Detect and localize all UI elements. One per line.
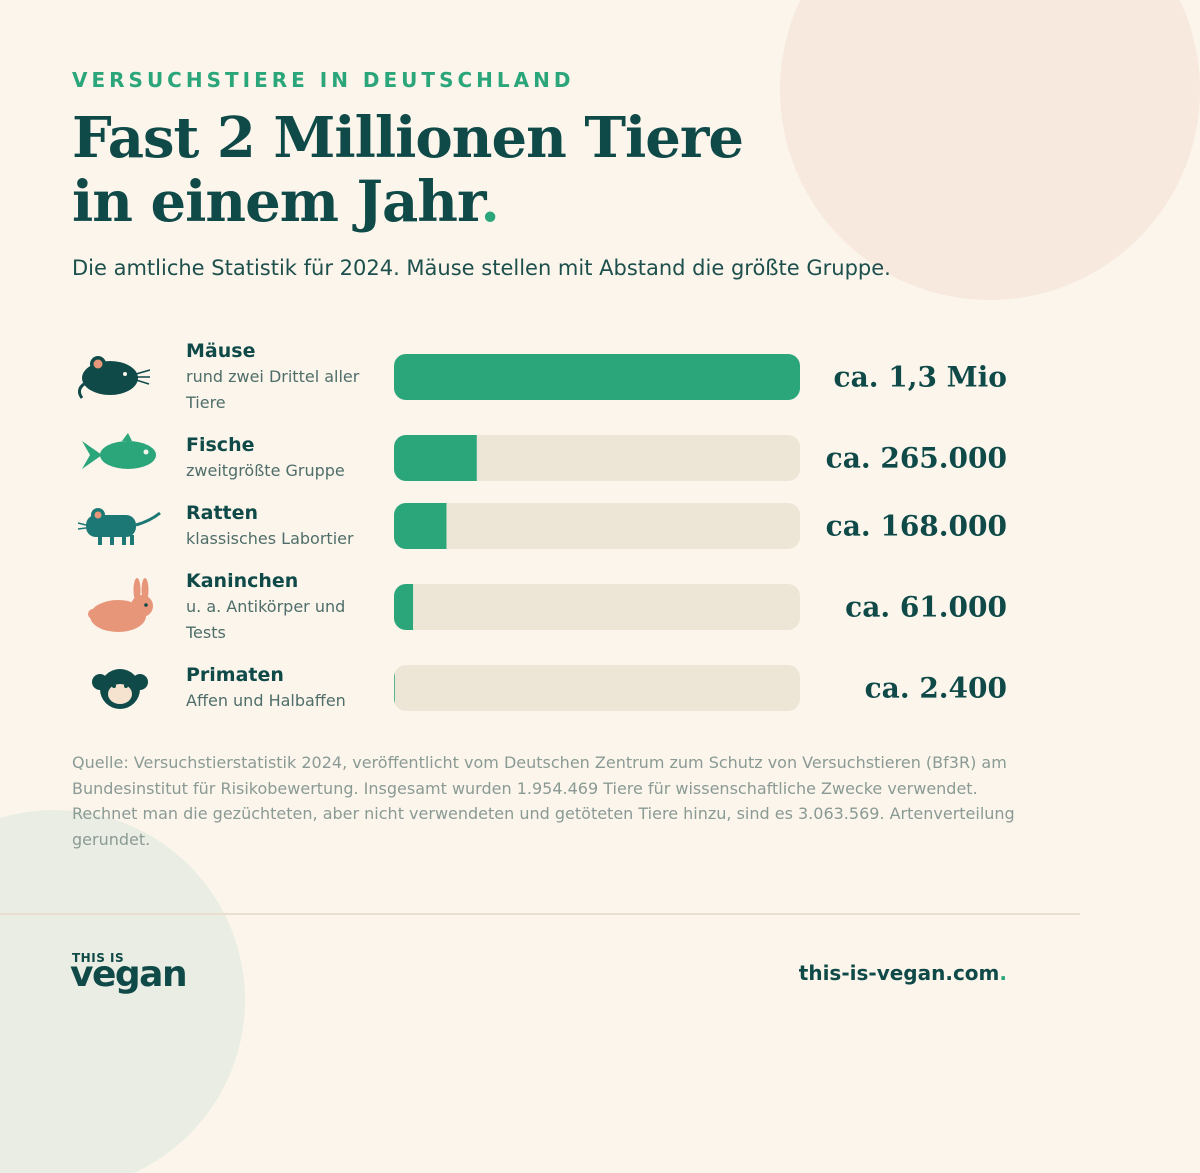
bar-chart: Mäuse rund zwei Drittel aller Tiere ca. 1,… xyxy=(0,338,1200,714)
kicker: VERSUCHSTIERE IN DEUTSCHLAND xyxy=(72,68,575,92)
bar-svg xyxy=(394,503,800,549)
title-line: Fast 2 Millionen Tiere xyxy=(72,105,744,171)
category-description: u. a. Antikörper und Tests xyxy=(186,597,346,642)
bar xyxy=(394,435,477,481)
row-label: Ratten klassisches Labortier xyxy=(186,500,376,552)
bar-svg xyxy=(394,665,800,711)
row-label: Kaninchen u. a. Antikörper und Tests xyxy=(186,568,376,646)
row-label: Primaten Affen und Halbaffen xyxy=(186,662,376,714)
logo-top: THIS IS xyxy=(72,951,125,965)
source-note: Quelle: Versuchstierstatistik 2024, verö… xyxy=(72,753,1015,849)
bar-track xyxy=(394,584,800,630)
bar xyxy=(394,584,414,630)
logo-bottom: vegan xyxy=(70,954,188,995)
value-label: ca. 1,3 Mio xyxy=(833,360,1007,394)
bar-track xyxy=(394,665,800,711)
row-label: Fische zweitgrößte Gruppe xyxy=(186,432,376,484)
category-description: rund zwei Drittel aller Tiere xyxy=(186,367,360,412)
bar-svg xyxy=(394,435,800,481)
bar xyxy=(394,503,447,549)
title-dot: . xyxy=(480,169,499,235)
bar xyxy=(394,665,395,711)
category-name: Primaten xyxy=(186,664,284,686)
bar-track xyxy=(394,435,800,481)
title-line: in einem Jahr xyxy=(72,169,481,235)
category-name: Fische xyxy=(186,434,255,456)
animal-icons xyxy=(77,356,161,709)
category-description: klassisches Labortier xyxy=(186,529,354,548)
bar xyxy=(394,354,800,400)
title: Fast 2 Millionen Tiere in einem Jahr. xyxy=(72,105,744,234)
bar-row: Ratten klassisches Labortier ca. 168.000 xyxy=(0,500,1200,552)
bar-row: Kaninchen u. a. Antikörper und Tests ca. 6… xyxy=(0,568,1200,646)
bar-svg xyxy=(394,354,800,400)
value-label: ca. 168.000 xyxy=(825,509,1007,543)
bar-track xyxy=(394,503,800,549)
category-description: zweitgrößte Gruppe xyxy=(186,461,345,480)
bar-row: Mäuse rund zwei Drittel aller Tiere ca. 1,… xyxy=(0,338,1200,416)
value-label: ca. 265.000 xyxy=(825,441,1007,475)
url-dot: . xyxy=(999,961,1007,985)
category-name: Ratten xyxy=(186,502,259,524)
bar-row: Fische zweitgrößte Gruppe ca. 265.000 xyxy=(0,432,1200,484)
value-label: ca. 61.000 xyxy=(845,590,1007,624)
category-name: Kaninchen xyxy=(186,570,299,592)
bar-svg xyxy=(394,584,800,630)
value-label: ca. 2.400 xyxy=(864,671,1007,705)
row-label: Mäuse rund zwei Drittel aller Tiere xyxy=(186,338,376,416)
category-name: Mäuse xyxy=(186,340,256,362)
category-description: Affen und Halbaffen xyxy=(186,691,346,710)
bar-row: Primaten Affen und Halbaffen ca. 2.400 xyxy=(0,662,1200,714)
subtitle: Die amtliche Statistik für 2024. Mäuse s… xyxy=(72,256,891,280)
website: this-is-vegan.com. xyxy=(799,961,1007,985)
title-line-wrap: in einem Jahr. xyxy=(72,170,743,234)
url-text: this-is-vegan.com xyxy=(798,961,1000,985)
